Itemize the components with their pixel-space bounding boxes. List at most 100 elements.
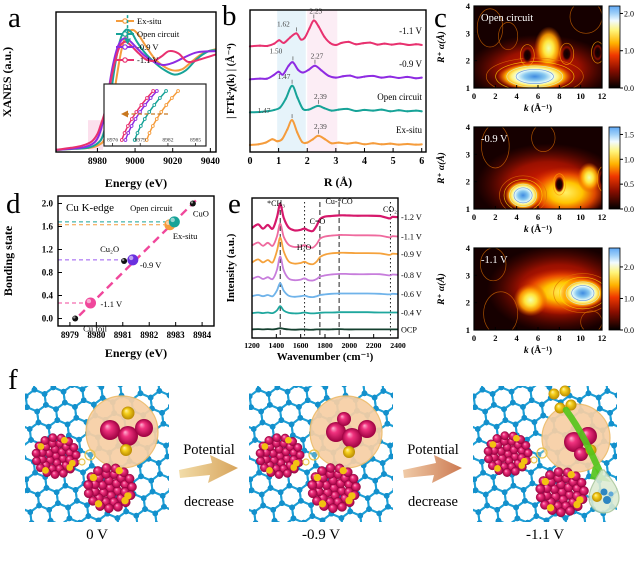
panel-a-letter: a — [8, 2, 21, 34]
svg-text:1.5: 1.5 — [624, 130, 634, 139]
svg-text:R (Å): R (Å) — [324, 175, 352, 189]
svg-text:OCP: OCP — [401, 325, 417, 334]
svg-text:2: 2 — [493, 333, 497, 343]
svg-text:k (Å⁻¹): k (Å⁻¹) — [524, 223, 552, 235]
svg-text:2200: 2200 — [366, 341, 382, 350]
svg-text:1.47: 1.47 — [258, 106, 271, 115]
svg-text:2000: 2000 — [342, 341, 358, 350]
panel-f-letter: f — [8, 364, 18, 396]
svg-text:C=O: C=O — [310, 217, 326, 226]
svg-text:4: 4 — [466, 1, 471, 11]
scene-minus-1.1V-label: -1.1 V — [525, 527, 565, 543]
svg-text:R⁺ α(Å): R⁺ α(Å) — [435, 273, 447, 306]
svg-text:9020: 9020 — [163, 157, 182, 167]
scene-0V-structure — [22, 384, 172, 524]
svg-text:R⁺ α(Å): R⁺ α(Å) — [435, 152, 447, 185]
panel-b-ft-exafs-chart: -1.1 V 1.62 2.23 -0.9 V 1.50 2.27 Open circuit… — [224, 0, 432, 190]
svg-text:1.50: 1.50 — [270, 46, 283, 55]
svg-text:decrease: decrease — [408, 494, 458, 510]
svg-text:0.0: 0.0 — [624, 205, 634, 214]
svg-text:-0.9 V: -0.9 V — [399, 59, 422, 69]
svg-text:2: 2 — [466, 177, 470, 187]
svg-text:3: 3 — [466, 270, 470, 280]
svg-text:9000: 9000 — [126, 157, 145, 167]
svg-text:10: 10 — [576, 333, 585, 343]
svg-text:Wavenumber (cm⁻¹): Wavenumber (cm⁻¹) — [277, 351, 374, 362]
svg-text:1600: 1600 — [293, 341, 309, 350]
svg-text:-0.9 V: -0.9 V — [137, 42, 159, 52]
scene-minus-0.9V-structure — [246, 384, 396, 524]
scene-minus-0.9V-label: -0.9 V — [301, 527, 341, 543]
svg-text:Potential: Potential — [407, 442, 459, 458]
panel-c-wavelet-maps: Open circuit 0 2 4 6 8 10 12 1 2 3 4 k (Å⁻¹) R⁺ α(Å) 0… — [432, 0, 640, 362]
svg-text:12: 12 — [598, 333, 607, 343]
svg-text:1: 1 — [466, 204, 470, 214]
svg-text:Potential: Potential — [183, 442, 235, 458]
svg-text:Open circuit: Open circuit — [130, 203, 173, 213]
svg-text:6: 6 — [419, 156, 424, 167]
svg-text:-0.6 V: -0.6 V — [401, 290, 422, 299]
svg-text:0.0: 0.0 — [42, 314, 54, 324]
svg-text:2: 2 — [466, 56, 470, 66]
svg-text:6: 6 — [536, 333, 540, 343]
svg-text:10: 10 — [576, 91, 585, 101]
svg-text:2.27: 2.27 — [311, 52, 324, 61]
ft-exafs-plot: -1.1 V 1.62 2.23 -0.9 V 1.50 2.27 Open circuit… — [225, 6, 427, 189]
svg-text:1.0: 1.0 — [624, 155, 634, 164]
svg-text:5: 5 — [391, 156, 396, 167]
svg-text:2400: 2400 — [390, 341, 406, 350]
svg-text:Cu-*CO: Cu-*CO — [326, 197, 353, 206]
svg-text:3: 3 — [466, 149, 470, 159]
svg-text:| FTk³χ(k) | (Å⁻⁴): | FTk³χ(k) | (Å⁻⁴) — [225, 43, 237, 119]
svg-text:1.6: 1.6 — [42, 221, 54, 231]
svg-text:0.0: 0.0 — [624, 84, 634, 93]
svg-text:8980: 8980 — [87, 330, 106, 340]
svg-text:8: 8 — [557, 91, 561, 101]
svg-text:1.2: 1.2 — [42, 244, 54, 254]
svg-text:-1.1 V: -1.1 V — [481, 255, 508, 266]
svg-text:Cu foil: Cu foil — [83, 324, 107, 334]
svg-text:4: 4 — [515, 333, 520, 343]
molecular-scene-0 — [25, 386, 169, 522]
svg-text:4: 4 — [466, 122, 471, 132]
svg-text:8980: 8980 — [88, 157, 107, 167]
svg-text:2: 2 — [305, 156, 310, 167]
svg-text:Cu K-edge: Cu K-edge — [66, 202, 114, 214]
svg-text:H₂O: H₂O — [297, 243, 312, 252]
svg-text:CuO: CuO — [193, 208, 209, 218]
svg-text:1: 1 — [276, 156, 281, 167]
ir-spectra-plot: -1.2 V -1.1 V -0.9 V -0.8 V -0.6 V -0.4 V OCP *… — [225, 197, 422, 362]
svg-text:0: 0 — [472, 333, 476, 343]
svg-text:0.4: 0.4 — [42, 291, 54, 301]
svg-text:1200: 1200 — [244, 341, 260, 350]
svg-text:Bonding state: Bonding state — [1, 225, 15, 296]
svg-text:Energy (eV): Energy (eV) — [105, 346, 167, 360]
potential-decrease-arrow-svg-0: Potential decrease — [179, 442, 238, 510]
bonding-state-plot: Cu foil -1.1 V Cu₂O -0.9 V Ex-situ Open circu… — [1, 195, 215, 360]
svg-text:0.5: 0.5 — [624, 180, 634, 189]
svg-text:Ex-situ: Ex-situ — [173, 231, 198, 241]
svg-text:8979: 8979 — [61, 330, 80, 340]
svg-text:8979: 8979 — [135, 138, 146, 144]
svg-text:-0.8 V: -0.8 V — [401, 271, 422, 280]
svg-text:6: 6 — [536, 91, 540, 101]
scene-0V-label: 0 V — [86, 527, 108, 543]
svg-text:-0.9 V: -0.9 V — [401, 250, 422, 259]
svg-text:0: 0 — [472, 212, 476, 222]
panel-e-letter: e — [228, 188, 241, 220]
svg-text:1400: 1400 — [269, 341, 285, 350]
svg-text:2: 2 — [493, 91, 497, 101]
svg-text:Open circuit: Open circuit — [137, 29, 180, 39]
svg-text:1: 1 — [466, 325, 470, 335]
svg-text:-1.1 V: -1.1 V — [401, 233, 422, 242]
svg-text:0.0: 0.0 — [624, 326, 634, 335]
svg-text:1.0: 1.0 — [624, 47, 634, 56]
svg-text:1.47: 1.47 — [278, 72, 291, 81]
svg-text:*CH₃: *CH₃ — [267, 199, 285, 208]
potential-decrease-arrow-2: Potential decrease — [396, 384, 470, 524]
svg-text:9040: 9040 — [201, 157, 220, 167]
panel-f-schematic: 0 V Potential decrease -0.9 V Potential de… — [0, 362, 640, 564]
